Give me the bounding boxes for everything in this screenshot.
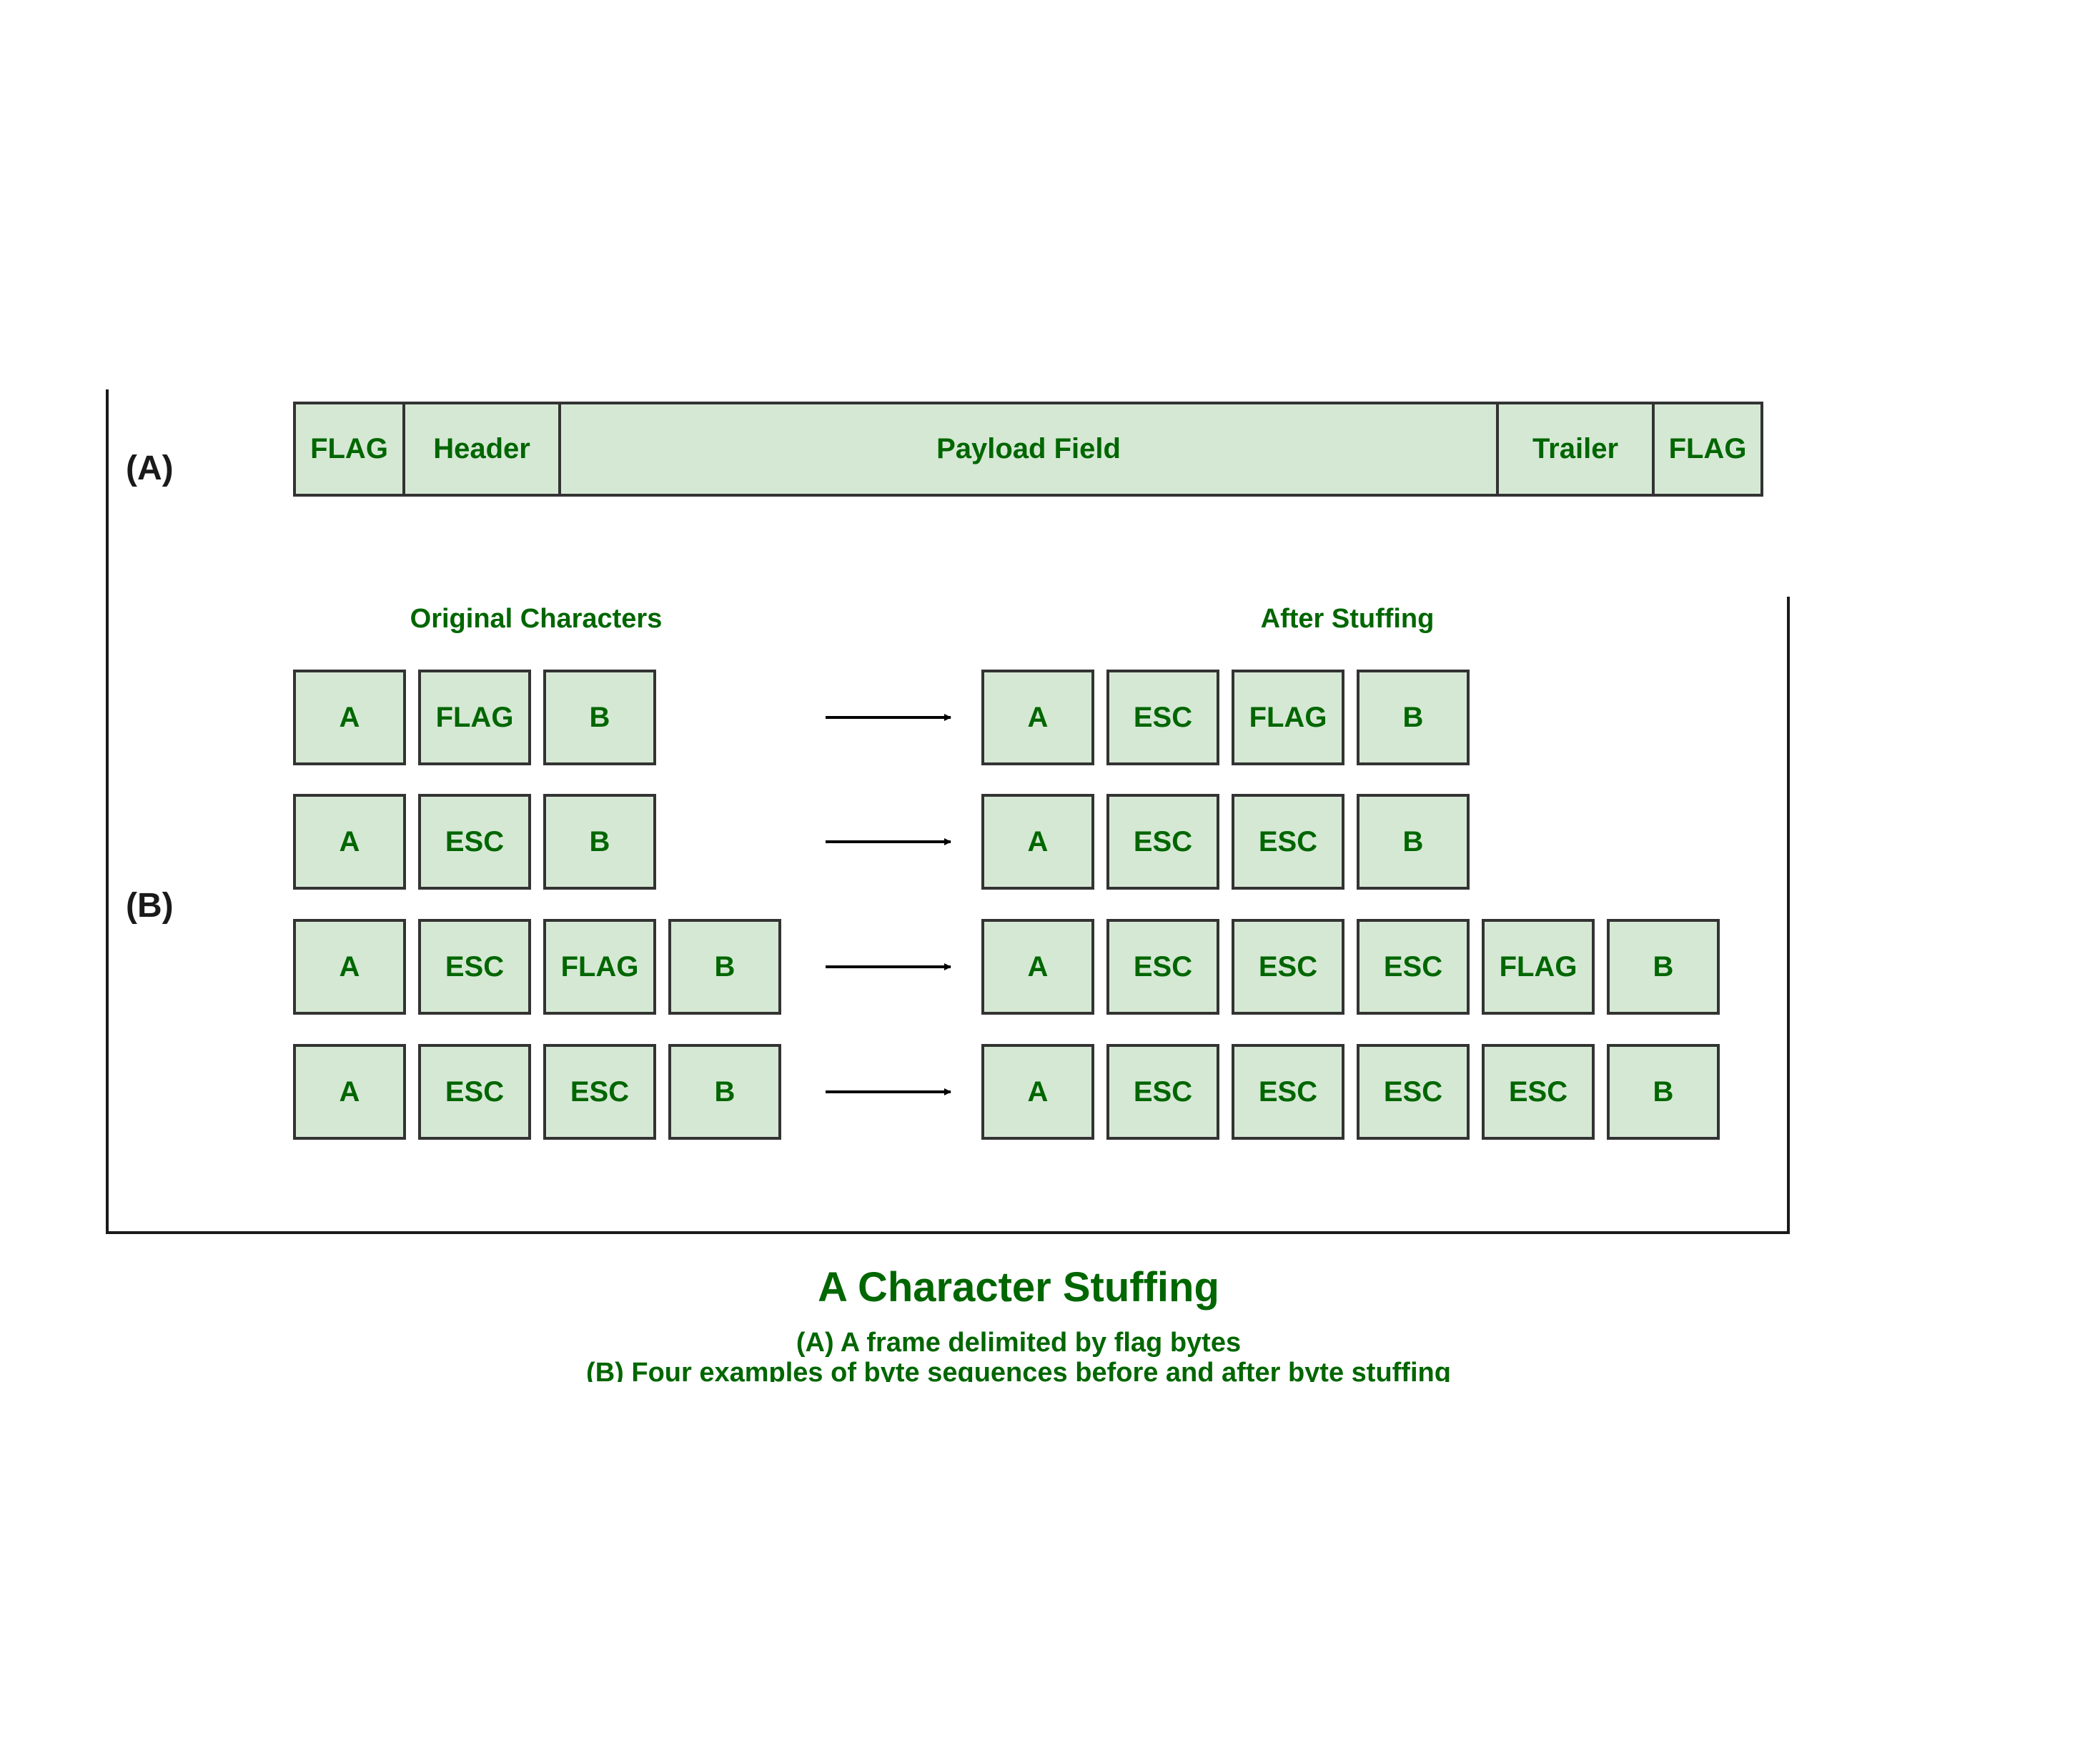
caption-line-b: (B) Four examples of byte sequences befo… [586,1358,1451,1382]
after-stuffing-heading: After Stuffing [1260,604,1435,634]
stuffed-byte-cell: ESC [1232,1044,1344,1140]
original-byte-cell: ESC [418,794,531,890]
stuffed-byte-cell: ESC [1482,1044,1595,1140]
original-byte-cell: B [543,670,656,765]
stuffed-byte-cell: ESC [1232,919,1344,1015]
original-byte-cell: B [668,1044,781,1140]
section-a-label: (A) [126,449,174,487]
original-byte-cell: ESC [418,919,531,1015]
frame-bar: FLAG Header Payload Field Trailer FLAG [293,402,1763,497]
stuffed-byte-cell: ESC [1106,794,1219,890]
stuffed-byte-cell: A [981,1044,1094,1140]
original-byte-cell: A [293,1044,406,1140]
stuffed-byte-cell: ESC [1106,670,1219,765]
frame-field-flag-end: FLAG [1652,402,1763,497]
frame-field-trailer: Trailer [1496,402,1655,497]
section-b-label: (B) [126,887,174,925]
original-byte-cell: ESC [543,1044,656,1140]
original-byte-cell: FLAG [543,919,656,1015]
original-byte-cell: A [293,670,406,765]
stuffed-byte-cell: B [1607,919,1720,1015]
stuffed-byte-cell: B [1357,794,1470,890]
original-byte-cell: A [293,794,406,890]
stuffed-byte-cell: A [981,794,1094,890]
stuffed-byte-cell: B [1607,1044,1720,1140]
stuffed-byte-cell: ESC [1106,919,1219,1015]
stuffed-byte-cell: ESC [1357,1044,1470,1140]
original-byte-cell: B [668,919,781,1015]
stuffed-byte-cell: ESC [1106,1044,1219,1140]
frame-field-flag-start: FLAG [293,402,405,497]
original-byte-cell: ESC [418,1044,531,1140]
stuffed-byte-cell: ESC [1232,794,1344,890]
stuffed-byte-cell: A [981,919,1094,1015]
original-byte-cell: FLAG [418,670,531,765]
original-characters-heading: Original Characters [410,604,663,634]
original-byte-cell: A [293,919,406,1015]
caption-line-a: (A) A frame delimited by flag bytes [796,1328,1242,1358]
original-byte-cell: B [543,794,656,890]
stuffed-byte-cell: A [981,670,1094,765]
diagram-frame [106,389,1791,1234]
frame-field-payload: Payload Field [558,402,1499,497]
frame-gap [1786,389,1791,597]
stuffed-byte-cell: FLAG [1232,670,1344,765]
stuffed-byte-cell: B [1357,670,1470,765]
stuffed-byte-cell: FLAG [1482,919,1595,1015]
stuffed-byte-cell: ESC [1357,919,1470,1015]
caption-title: A Character Stuffing [818,1264,1219,1311]
caption-clip: (B) Four examples of byte sequences befo… [0,1358,2037,1382]
